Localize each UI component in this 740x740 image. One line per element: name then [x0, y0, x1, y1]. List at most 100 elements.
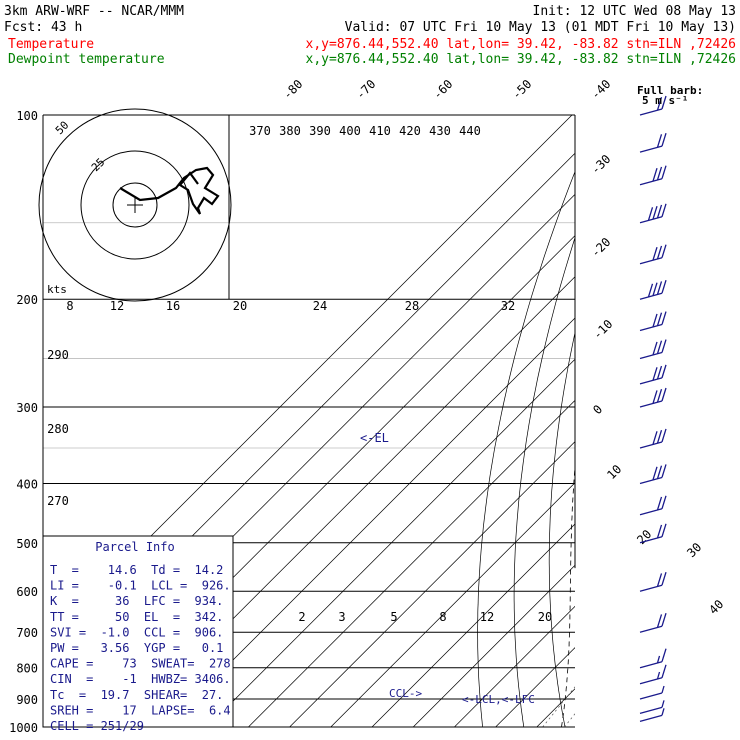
barb-full-flag — [656, 429, 663, 444]
hodograph-ring — [80, 150, 190, 260]
moist-adiabat-line — [611, 299, 661, 727]
mixing-ratio-label: 2 — [298, 610, 305, 624]
hodograph-speed-label: 8 — [66, 299, 73, 313]
parcel-info-title: Parcel Info — [95, 540, 174, 554]
isotherm-label: 40 — [706, 597, 726, 617]
barb-staff — [639, 377, 663, 385]
isotherm-line — [619, 115, 740, 727]
barb-full-flag — [661, 648, 667, 662]
barb-half-flag — [661, 685, 665, 694]
barb-full-flag — [652, 205, 658, 220]
wind-barb — [639, 428, 667, 449]
dry-adiabat-line — [616, 115, 684, 727]
dry-adiabat-line — [548, 331, 575, 727]
temperature-location: x,y=876.44,552.40 lat,lon= 39.42, -83.82… — [306, 37, 736, 52]
parcel-info-row: PW = 3.56 YGP = 0.1 — [50, 641, 223, 655]
wind-barb — [639, 523, 667, 544]
isotherm-line — [248, 399, 575, 727]
mixing-ratio-line — [647, 591, 740, 727]
moist-adiabat-line — [710, 299, 740, 727]
wind-barb — [639, 132, 667, 153]
isotherm-label: 10 — [604, 462, 624, 482]
theta-label: 410 — [369, 124, 391, 138]
pressure-label: 600 — [16, 585, 38, 599]
barb-full-flag — [661, 664, 667, 678]
theta-label: 400 — [339, 124, 361, 138]
pressure-label: 500 — [16, 537, 38, 551]
parcel-info-box: Parcel Info T = 14.6 Td = 14.2 LI = -0.1 L… — [42, 535, 234, 733]
mixing-ratio-label: 3 — [338, 610, 345, 624]
mixing-ratio-line — [542, 686, 575, 727]
mixing-ratio-label: 8 — [439, 610, 446, 624]
pressure-label: 300 — [16, 401, 38, 415]
isotherm-line — [454, 605, 575, 727]
barb-staff — [639, 216, 663, 224]
pressure-label: 1000 — [9, 721, 38, 735]
dewpoint-profile — [642, 115, 740, 721]
wind-barb — [639, 244, 667, 265]
barb-half-flag — [656, 671, 661, 680]
pressure-label: 800 — [16, 662, 38, 676]
barb-full-flag — [661, 464, 667, 478]
barb-staff — [639, 351, 663, 360]
hodograph-ring — [112, 182, 158, 228]
moist-adiabat-line — [685, 299, 740, 727]
isotherm-line — [165, 317, 575, 727]
parcel-info-row: Tc = 19.7 SHEAR= 27. — [50, 688, 223, 702]
barb-full-flag — [652, 167, 658, 182]
barb-full-flag — [647, 207, 654, 221]
hodograph-ring — [38, 108, 232, 302]
barb-full-flag — [656, 134, 663, 148]
temperature-legend: Temperature — [8, 37, 94, 52]
barb-full-flag — [656, 312, 663, 326]
hodograph-ring-label: 25 — [89, 156, 108, 175]
isotherm-label: 20 — [634, 527, 654, 547]
barb-full-flag — [656, 573, 663, 587]
pressure-label: 200 — [16, 293, 38, 307]
barb-full-flag — [661, 244, 667, 258]
mixing-ratio-label: 12 — [480, 610, 494, 624]
parcel-info-row: CELL = 251/29 — [50, 719, 144, 733]
theta-label: 280 — [47, 422, 69, 436]
barb-half-flag — [661, 708, 665, 716]
barb-full-flag — [661, 95, 667, 110]
init-time: Init: 12 UTC Wed 08 May 13 — [533, 4, 737, 19]
isotherm-label: 0 — [590, 402, 605, 417]
dry-adiabat-line — [707, 115, 740, 727]
barb-staff — [639, 476, 663, 485]
hodograph-speed-label: 32 — [501, 299, 515, 313]
isotherm-line — [495, 647, 575, 727]
barb-full-flag — [656, 465, 663, 479]
wind-barb — [639, 495, 667, 516]
theta-label: 380 — [279, 124, 301, 138]
wind-barb — [639, 165, 667, 186]
barb-full-flag — [661, 613, 667, 627]
dry-adiabat-line — [583, 115, 662, 727]
barb-full-flag — [656, 97, 663, 111]
mixing-ratio-label: 20 — [538, 610, 552, 624]
wind-barb — [639, 572, 667, 592]
isotherm-line — [330, 482, 575, 727]
barb-full-flag — [661, 572, 667, 586]
valid-time: Valid: 07 UTC Fri 10 May 13 (01 MDT Fri … — [345, 20, 736, 35]
theta-label: 270 — [47, 494, 69, 508]
theta-label: 370 — [249, 124, 271, 138]
barb-full-flag — [652, 431, 658, 445]
barb-legend-title: Full barb: — [637, 84, 703, 97]
dry-adiabat-line — [647, 115, 705, 727]
barb-full-flag — [656, 496, 663, 511]
theta-label: 420 — [399, 124, 421, 138]
wind-barb — [639, 700, 665, 714]
hodograph-speed-label: 20 — [233, 299, 247, 313]
dry-adiabat-line — [513, 236, 575, 727]
barb-full-flag — [656, 204, 663, 219]
pressure-label: 400 — [16, 477, 38, 491]
theta-label: 390 — [309, 124, 331, 138]
barb-full-flag — [661, 387, 667, 402]
parcel-info-row: SREH = 17 LAPSE= 6.4 — [50, 703, 231, 717]
parcel-info-row: K = 36 LFC = 934. — [50, 594, 223, 608]
wind-barb — [639, 95, 667, 116]
wind-barbs — [639, 95, 667, 722]
pressure-label: 700 — [16, 626, 38, 640]
wind-barb — [639, 613, 667, 633]
